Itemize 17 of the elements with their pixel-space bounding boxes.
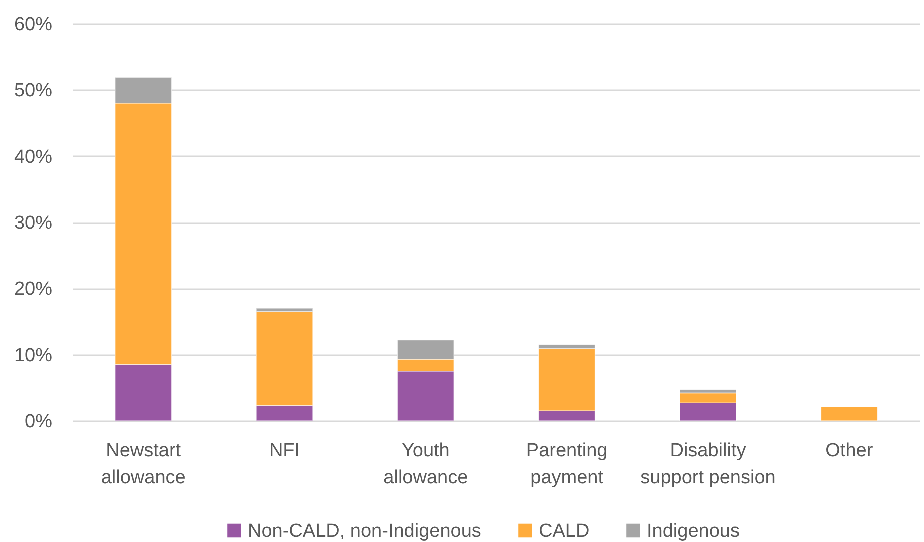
legend-label: Indigenous [647, 520, 740, 542]
y-tick-label: 10% [14, 345, 53, 366]
x-tick-label: Other [826, 440, 874, 462]
x-tick-label: Youth allowance [384, 440, 468, 488]
y-tick-label: 30% [14, 213, 53, 234]
x-tick-label: Disability support pension [640, 440, 776, 488]
legend-label: CALD [539, 520, 590, 542]
x-tick-label: Parenting payment [526, 440, 608, 488]
x-tick-label: NFI [269, 440, 300, 462]
bar [820, 406, 878, 422]
y-tick-label: 0% [25, 412, 53, 432]
x-tick-label: Newstart allowance [101, 440, 186, 488]
y-tick-label: 50% [14, 80, 53, 102]
y-tick-label: 60% [14, 14, 53, 36]
y-tick-label: 40% [14, 146, 53, 168]
legend-label: Non-CALD, non-Indigenous [248, 520, 482, 542]
y-tick-label: 20% [14, 279, 53, 300]
